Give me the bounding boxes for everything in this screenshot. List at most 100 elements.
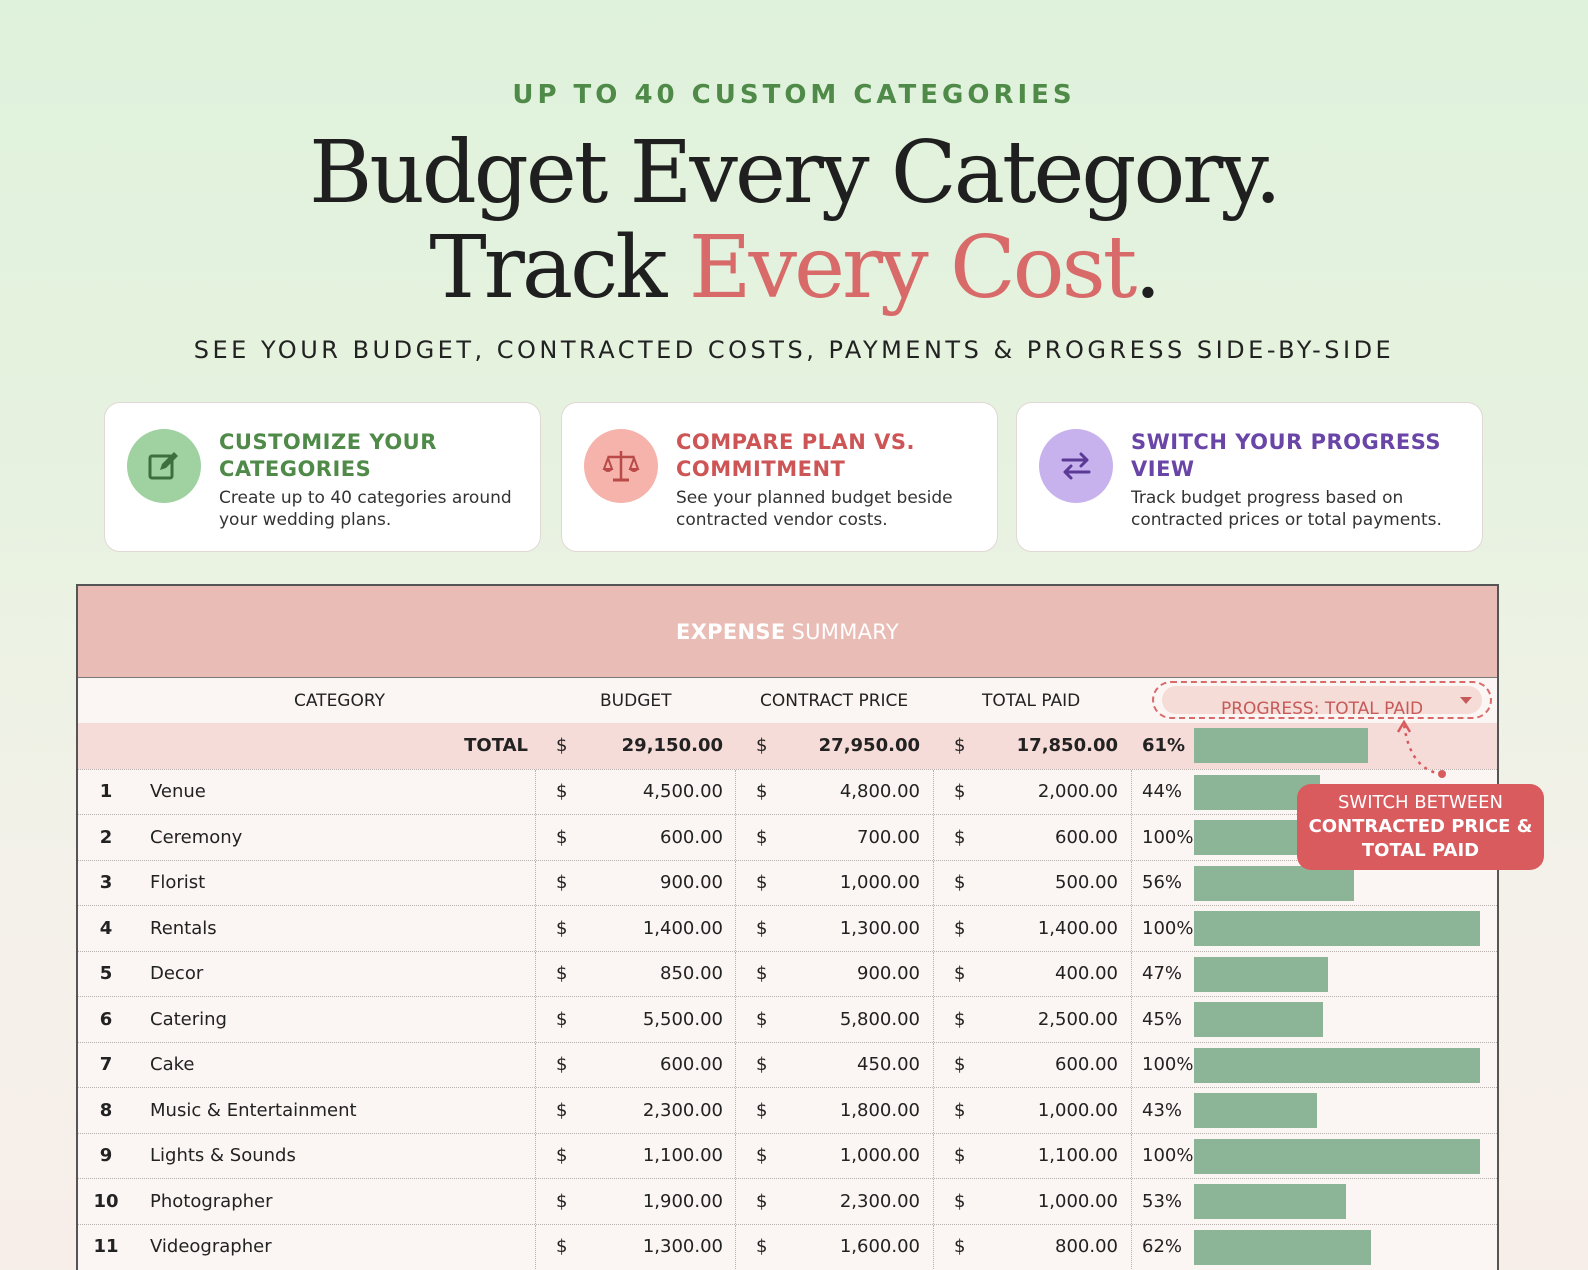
progress-bar [1194, 1184, 1346, 1219]
column-divider [933, 769, 934, 814]
paid-currency: $ [954, 735, 966, 757]
column-divider [735, 951, 736, 996]
feature-title: SWITCH YOUR PROGRESS VIEW [1131, 430, 1442, 481]
progress-bar-track [1194, 1047, 1480, 1083]
column-divider [535, 1179, 536, 1224]
contract-amount: 900.00 [857, 963, 920, 985]
column-divider [933, 951, 934, 996]
budget-currency: $ [556, 1190, 568, 1212]
progress-view-label: PROGRESS: TOTAL PAID [1220, 699, 1424, 719]
paid-currency: $ [954, 1190, 966, 1212]
progress-percent: 100% [1142, 917, 1194, 939]
expense-summary-sheet: EXPENSE SUMMARY CATEGORY BUDGET CONTRACT … [76, 584, 1499, 1270]
row-number: 3 [99, 872, 113, 894]
column-divider [1131, 1224, 1132, 1269]
feature-title: CUSTOMIZE YOUR CATEGORIES [219, 430, 437, 481]
progress-bar [1194, 1002, 1323, 1037]
paid-amount: 17,850.00 [1016, 735, 1118, 757]
progress-view-dropdown[interactable]: PROGRESS: TOTAL PAID [1152, 681, 1492, 719]
column-divider [933, 815, 934, 860]
column-divider [933, 860, 934, 905]
progress-percent: 43% [1142, 1099, 1183, 1121]
column-divider [535, 815, 536, 860]
progress-bar [1194, 1138, 1480, 1174]
column-divider [933, 906, 934, 951]
budget-currency: $ [556, 1236, 568, 1258]
budget-amount: 600.00 [660, 826, 723, 848]
contract-currency: $ [756, 872, 768, 894]
contract-amount: 1,000.00 [839, 872, 920, 894]
paid-currency: $ [954, 1145, 966, 1167]
progress-bar-track [1194, 1184, 1480, 1219]
callout-arrow [1396, 719, 1446, 778]
progress-bar-track [1194, 728, 1480, 763]
progress-bar-track [1194, 1093, 1480, 1128]
scale-icon [584, 429, 658, 503]
column-divider [1131, 1042, 1132, 1087]
column-divider [535, 1133, 536, 1178]
paid-amount: 800.00 [1055, 1236, 1118, 1258]
category-name: Videographer [150, 1236, 272, 1258]
progress-bar-track [1194, 956, 1480, 992]
contract-amount: 5,800.00 [839, 1008, 920, 1030]
budget-amount: 4,500.00 [642, 781, 723, 803]
column-divider [933, 1133, 934, 1178]
category-name: Rentals [150, 917, 217, 939]
paid-amount: 600.00 [1055, 826, 1118, 848]
category-name: Photographer [150, 1190, 273, 1212]
budget-currency: $ [556, 1054, 568, 1076]
contract-amount: 2,300.00 [839, 1190, 920, 1212]
progress-bar [1194, 865, 1355, 901]
paid-currency: $ [954, 1008, 966, 1030]
column-divider [535, 906, 536, 951]
contract-amount: 4,800.00 [839, 781, 920, 803]
column-divider [735, 1088, 736, 1133]
budget-amount: 1,100.00 [642, 1145, 723, 1167]
contract-currency: $ [756, 917, 768, 939]
budget-amount: 900.00 [660, 872, 723, 894]
column-divider [735, 815, 736, 860]
chevron-down-icon [1460, 697, 1472, 704]
progress-bar [1194, 956, 1329, 992]
budget-currency: $ [556, 1145, 568, 1167]
contract-amount: 1,800.00 [839, 1099, 920, 1121]
column-divider [1131, 815, 1132, 860]
subtitle: SEE YOUR BUDGET, CONTRACTED COSTS, PAYME… [193, 336, 1395, 364]
paid-amount: 1,100.00 [1037, 1145, 1118, 1167]
column-divider [933, 1224, 934, 1269]
column-divider [933, 1179, 934, 1224]
column-divider [535, 860, 536, 905]
column-divider [933, 1088, 934, 1133]
row-number: 10 [93, 1190, 119, 1212]
col-category: CATEGORY [294, 691, 385, 711]
paid-amount: 1,000.00 [1037, 1190, 1118, 1212]
category-name: Cake [150, 1054, 195, 1076]
progress-bar-track [1194, 865, 1480, 901]
column-divider [735, 1042, 736, 1087]
table-row: 11 Videographer $1,300.00 $1,600.00 $800.00 6… [78, 1223, 1497, 1269]
row-number: 6 [99, 1008, 113, 1030]
paid-amount: 1,400.00 [1037, 917, 1118, 939]
column-divider [735, 860, 736, 905]
budget-currency: $ [556, 826, 568, 848]
col-total-paid: TOTAL PAID [982, 691, 1081, 711]
edit-icon [127, 429, 201, 503]
progress-percent: 61% [1142, 735, 1186, 757]
column-divider [535, 1042, 536, 1087]
contract-currency: $ [756, 735, 768, 757]
table-row: 10 Photographer $1,900.00 $2,300.00 $1,000.0… [78, 1178, 1497, 1224]
progress-percent: 56% [1142, 872, 1183, 894]
sheet-title-bold: EXPENSE [676, 619, 786, 644]
progress-percent: 53% [1142, 1190, 1183, 1212]
column-divider [735, 769, 736, 814]
callout-line-1: SWITCH BETWEEN [1337, 792, 1504, 813]
paid-currency: $ [954, 872, 966, 894]
table-row: 5 Decor $850.00 $900.00 $400.00 47% [78, 950, 1497, 996]
paid-currency: $ [954, 1099, 966, 1121]
budget-amount: 1,900.00 [642, 1190, 723, 1212]
table-row: 6 Catering $5,500.00 $5,800.00 $2,500.00 45% [78, 996, 1497, 1042]
contract-amount: 1,000.00 [839, 1145, 920, 1167]
progress-percent: 62% [1142, 1236, 1183, 1258]
feature-desc: Create up to 40 categories around your w… [219, 488, 512, 530]
progress-percent: 100% [1142, 826, 1194, 848]
